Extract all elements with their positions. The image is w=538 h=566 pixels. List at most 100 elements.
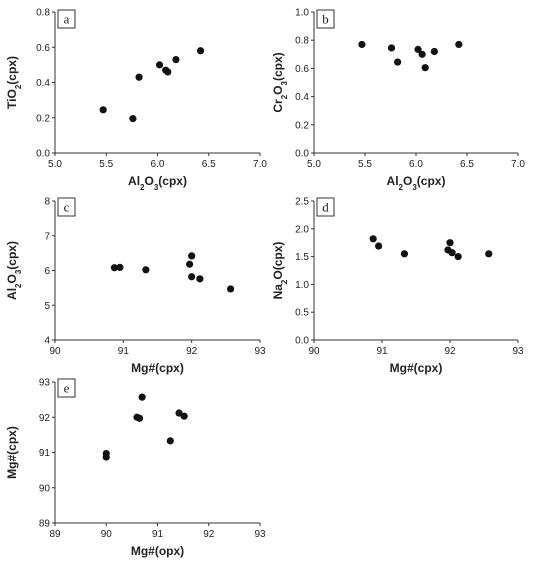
y-tick-label: 1.0 bbox=[295, 280, 309, 291]
y-tick-label: 1.0 bbox=[295, 8, 309, 19]
label-part: Mg#(opx) bbox=[131, 544, 184, 558]
panel-letter-box bbox=[316, 197, 335, 217]
y-tick-label: 93 bbox=[39, 378, 51, 389]
x-tick-label: 7.0 bbox=[511, 159, 525, 170]
data-point bbox=[129, 115, 137, 123]
y-tick-label: 2.0 bbox=[295, 224, 309, 235]
y-tick-label: 0.0 bbox=[295, 336, 309, 347]
x-tick-label: 89 bbox=[49, 529, 61, 540]
y-axis-label: Cr2O3(cpx) bbox=[271, 52, 289, 112]
panel-letter-box bbox=[57, 197, 76, 217]
panel-letter: e bbox=[64, 381, 70, 396]
y-tick-label: 0.0 bbox=[36, 149, 50, 160]
label-part: 2 bbox=[280, 94, 289, 99]
label-part: 2 bbox=[399, 183, 404, 192]
panel-letter-box bbox=[316, 9, 335, 29]
data-point bbox=[418, 50, 426, 58]
label-part: (cpx) bbox=[5, 56, 19, 85]
label-part: Cr bbox=[271, 99, 285, 113]
x-tick-label: 92 bbox=[186, 346, 198, 357]
x-tick-label: 90 bbox=[308, 346, 320, 357]
x-tick-label: 6.5 bbox=[202, 159, 216, 170]
data-point bbox=[188, 252, 196, 260]
data-point bbox=[421, 64, 429, 72]
data-point bbox=[400, 250, 409, 258]
x-tick-label: 7.0 bbox=[253, 159, 267, 170]
label-part: (cpx) bbox=[271, 52, 285, 81]
panel-b: 5.0 5.5 6.0 6.5 7.00.00.20.40.60.81.0Al2O3(c… bbox=[271, 8, 525, 192]
panel-c: 90 91 92 93 4 5 6 7 8 Mg#(cpx) Al2O3(cpx) c bbox=[5, 197, 266, 376]
data-point bbox=[358, 40, 366, 49]
panel-letter-box bbox=[57, 9, 76, 29]
data-point bbox=[394, 58, 402, 66]
label-part: Mg#(cpx) bbox=[131, 361, 184, 375]
data-point bbox=[387, 44, 396, 52]
data-point bbox=[455, 40, 463, 49]
label-part: Na bbox=[271, 284, 285, 300]
y-tick-label: 7 bbox=[44, 231, 50, 242]
label-part: O(cpx) bbox=[271, 242, 285, 280]
label-part: 3 bbox=[280, 80, 289, 85]
label-part: TiO bbox=[5, 89, 19, 109]
x-tick-label: 90 bbox=[101, 529, 113, 540]
label-part: 2 bbox=[140, 183, 145, 192]
y-tick-label: 8 bbox=[44, 197, 50, 208]
label-part: (cpx) bbox=[5, 241, 19, 270]
data-point bbox=[135, 414, 144, 422]
data-point bbox=[454, 253, 462, 261]
label-part: O bbox=[403, 174, 412, 188]
label-part: Al bbox=[387, 174, 399, 188]
y-tick-label: 89 bbox=[39, 519, 51, 530]
y-tick-label: 4 bbox=[44, 336, 50, 347]
x-tick-label: 93 bbox=[254, 529, 266, 540]
x-tick-label: 90 bbox=[49, 346, 61, 357]
x-tick-label: 6.0 bbox=[151, 159, 165, 170]
panel-d: 90 91 92 93 0.0 0.5 1.0 1.5 2.0 2.5 Mg#(cpx) Na2O(c… bbox=[271, 197, 524, 376]
y-tick-label: 0.8 bbox=[36, 8, 50, 19]
x-axis-label: Mg#(cpx) bbox=[390, 361, 443, 375]
y-tick-label: 5 bbox=[44, 301, 50, 312]
y-tick-label: 92 bbox=[39, 413, 51, 424]
data-point bbox=[446, 239, 454, 247]
label-part: O bbox=[144, 174, 153, 188]
y-tick-label: 0.2 bbox=[295, 120, 309, 131]
y-tick-label: 6 bbox=[44, 266, 50, 277]
label-part: O bbox=[271, 85, 285, 94]
x-tick-label: 91 bbox=[152, 529, 164, 540]
y-tick-label: 0.4 bbox=[295, 92, 309, 103]
label-part: Mg#(cpx) bbox=[5, 426, 19, 479]
panel-letter: a bbox=[64, 12, 70, 27]
label-part: 3 bbox=[412, 183, 417, 192]
data-point bbox=[110, 264, 119, 272]
data-point bbox=[164, 68, 172, 76]
label-part: 2 bbox=[14, 84, 23, 89]
panel-letter: c bbox=[64, 200, 70, 215]
data-point bbox=[135, 73, 143, 81]
data-point bbox=[166, 437, 174, 445]
x-tick-label: 6.5 bbox=[460, 159, 474, 170]
x-tick-label: 93 bbox=[512, 346, 524, 357]
label-part: Mg#(cpx) bbox=[390, 361, 443, 375]
data-point bbox=[430, 47, 438, 56]
panel-letter-box bbox=[57, 378, 76, 398]
label-part: 2 bbox=[14, 283, 23, 288]
y-tick-label: 0.5 bbox=[295, 308, 309, 319]
panel-letter: b bbox=[322, 12, 329, 27]
label-part: 3 bbox=[14, 269, 23, 274]
data-point bbox=[485, 250, 493, 258]
data-point bbox=[102, 453, 110, 461]
x-tick-label: 91 bbox=[376, 346, 388, 357]
y-tick-label: 0.6 bbox=[295, 64, 309, 75]
data-point bbox=[369, 235, 377, 243]
data-point bbox=[138, 393, 146, 401]
y-tick-label: 0.4 bbox=[36, 78, 50, 89]
label-part: (cpx) bbox=[158, 174, 187, 188]
data-point bbox=[196, 47, 205, 55]
panel-e: 89 90 91 92 93 89 90 91 92 93 Mg#(opx) Mg#(cpx) e bbox=[5, 378, 266, 559]
x-tick-label: 5.5 bbox=[358, 159, 372, 170]
data-point bbox=[188, 273, 196, 281]
data-point bbox=[155, 61, 164, 69]
data-point bbox=[99, 106, 107, 114]
x-tick-label: 5.0 bbox=[307, 159, 321, 170]
